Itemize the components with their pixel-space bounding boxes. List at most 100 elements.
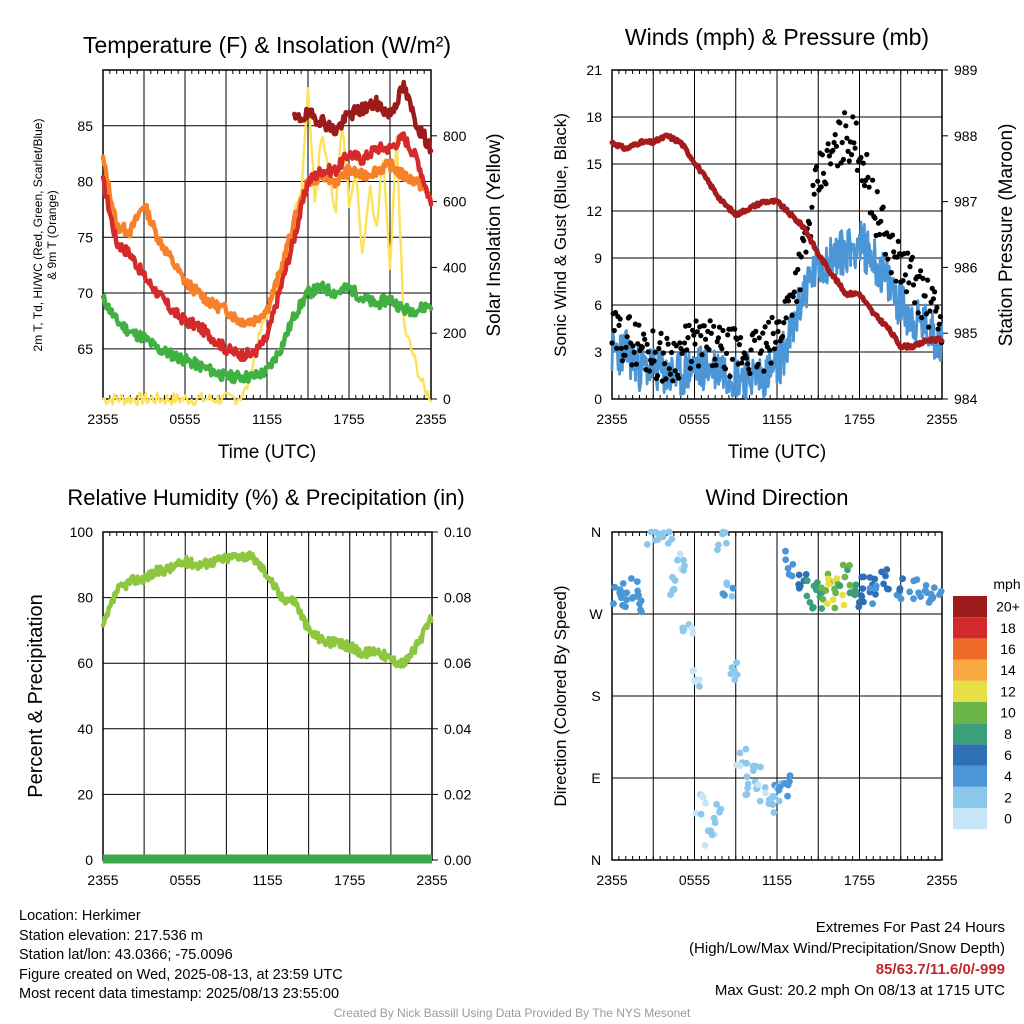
direction-point: [839, 561, 847, 569]
rh-frame: 2355 0555 1155 1755 2355: [87, 531, 448, 888]
temp-9m-line: [100, 154, 434, 329]
gust-point: [732, 326, 738, 332]
direction-point: [637, 597, 645, 605]
rh-xtick-label: 2355: [87, 872, 118, 888]
direction-point: [727, 670, 735, 678]
direction-point: [744, 784, 751, 792]
direction-point: [667, 591, 674, 598]
gust-point: [868, 210, 875, 216]
direction-point: [628, 575, 635, 582]
gust-point: [798, 254, 804, 260]
wind-y2tick-label: 988: [954, 128, 978, 144]
gust-point: [923, 311, 930, 317]
direction-point: [710, 814, 718, 822]
direction-point: [910, 577, 918, 585]
dir-ytick-label: N: [591, 852, 601, 868]
rh-ytick-label: 100: [70, 524, 94, 540]
rh-xtick-label: 1755: [334, 872, 365, 888]
gust-point: [860, 160, 866, 166]
direction-point: [818, 605, 826, 612]
direction-point: [731, 676, 739, 684]
gust-point: [614, 345, 620, 351]
rh-y2tick-label: 0.04: [444, 721, 471, 737]
gust-point: [767, 347, 773, 353]
gust-point: [837, 120, 843, 126]
gust-point: [658, 330, 664, 336]
gust-point: [743, 355, 750, 361]
credit-text: Created By Nick Bassill Using Data Provi…: [333, 1006, 691, 1020]
direction-point: [762, 789, 769, 797]
gust-point: [824, 147, 830, 153]
direction-point: [812, 582, 819, 590]
gust-point: [809, 204, 815, 210]
gust-point: [706, 347, 712, 353]
temp-xtick-label: 1755: [333, 411, 364, 427]
gust-point: [699, 352, 705, 358]
gust-point: [727, 373, 733, 379]
direction-point: [713, 800, 720, 808]
gust-point: [666, 366, 672, 372]
wind-y2tick-label: 989: [954, 62, 978, 78]
gust-point: [690, 327, 696, 333]
direction-point: [896, 585, 904, 592]
gust-point: [768, 360, 774, 366]
rh-ytick-label: 20: [77, 786, 93, 802]
gust-point: [629, 362, 635, 368]
direction-point: [761, 784, 769, 791]
direction-point: [728, 593, 736, 600]
colorbar-label: 16: [1000, 641, 1016, 657]
gust-point: [693, 318, 699, 324]
rh-yaxis-left: 0 20 40 60 80 100: [70, 524, 432, 868]
gust-point: [667, 371, 674, 377]
gust-point: [891, 249, 897, 255]
colorbar-swatch: [953, 617, 987, 639]
gust-point: [850, 114, 856, 120]
direction-point: [699, 793, 707, 801]
direction-point: [733, 659, 740, 667]
gust-point: [907, 264, 913, 270]
gust-point: [889, 232, 896, 238]
gust-point: [905, 250, 911, 256]
gust-point: [930, 296, 937, 302]
direction-point: [832, 589, 839, 597]
direction-point: [617, 591, 624, 599]
gust-point: [780, 333, 786, 340]
rh-ytick-label: 40: [77, 721, 93, 737]
direction-point: [855, 603, 863, 611]
direction-point: [796, 582, 804, 590]
extremes-title: Extremes For Past 24 Hours: [815, 919, 1005, 936]
temp-y2-axis-label: Solar Insolation (Yellow): [484, 133, 505, 336]
temp-y2tick-label: 800: [443, 128, 467, 144]
direction-point: [690, 667, 697, 674]
gust-point: [692, 341, 698, 347]
dir-xtick-label: 0555: [679, 872, 710, 888]
gust-point: [906, 280, 912, 286]
gust-point: [694, 329, 700, 335]
direction-point: [823, 600, 831, 607]
gust-point: [691, 332, 697, 338]
direction-point: [728, 664, 736, 672]
insolation-line: [101, 87, 433, 407]
direction-point: [784, 565, 792, 572]
direction-point: [681, 562, 688, 570]
wind-ytick-label: 9: [594, 250, 602, 266]
direction-point: [770, 809, 778, 816]
gust-point: [631, 349, 637, 355]
dir-frame: 2355 0555 1155 1755 2355: [596, 531, 958, 888]
gust-point: [864, 151, 870, 158]
direction-point: [701, 842, 709, 849]
gust-point: [831, 139, 837, 146]
wind-ytick-label: 6: [594, 297, 602, 313]
direction-point: [824, 570, 832, 578]
gust-point: [825, 141, 831, 147]
direction-point: [871, 575, 879, 583]
direction-point: [723, 539, 730, 547]
colorbar-swatch: [953, 680, 987, 702]
wind-yaxis-right: 984 985 986 987 988 989: [942, 62, 978, 407]
gust-point: [895, 238, 901, 244]
gust-point: [712, 356, 718, 362]
gust-point: [633, 361, 640, 367]
dir-xtick-label: 2355: [596, 872, 627, 888]
temp-x-axis-label: Time (UTC): [218, 442, 317, 463]
